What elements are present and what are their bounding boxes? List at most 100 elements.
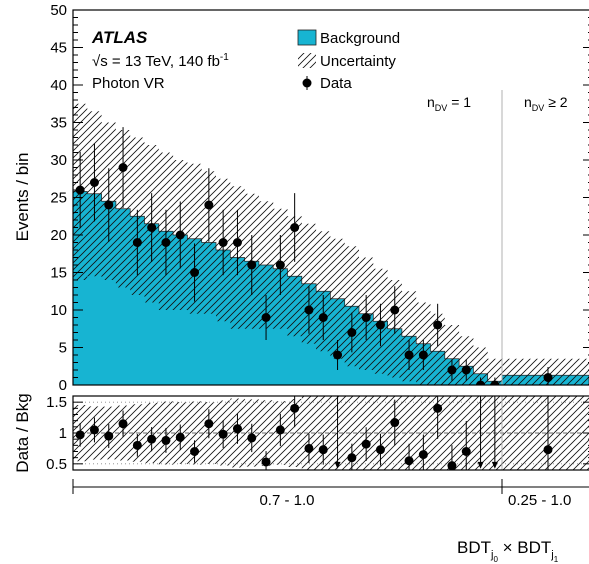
ratio-point [204,409,214,439]
ratio-point [461,420,471,470]
ratio-point [477,396,484,469]
ratio-point [318,434,328,465]
ratio-point [175,424,185,451]
ratio-point [132,434,142,457]
data-point [161,209,171,276]
region-range-ndv1: 0.7 - 1.0 [259,492,314,509]
ratio-point [275,413,285,447]
data-point [175,201,185,269]
ratio-point [118,410,128,437]
data-point [132,209,142,276]
y-tick-label: 20 [50,227,67,244]
y-tick-label: 45 [50,40,67,57]
ratio-point [247,423,257,453]
ratio-point [290,396,300,428]
data-point [75,151,85,229]
data-point [247,235,257,295]
data-point [104,168,114,242]
y-tick-label: 40 [50,77,67,94]
region-range-axis: 0.7 - 1.0 0.25 - 1.0 [72,479,589,509]
data-point [390,286,400,334]
data-point [218,209,228,276]
y-tick-label: 5 [59,340,67,357]
legend-data-label: Data [320,75,352,92]
ratio-point [491,396,498,469]
data-point [318,295,328,340]
y-tick-label: 25 [50,190,67,207]
ratio-point [334,396,341,469]
ratio-point [347,443,357,470]
uncertainty-band-ndv2 [502,358,589,385]
data-point [190,243,200,302]
main-y-label: Events / bin [13,153,32,242]
ratio-panel: 0.5 1 1.5 Data / Bkg [13,393,589,473]
energy-lumi-label: √s = 13 TeV, 140 fb-1 [92,52,229,70]
legend-background-swatch [297,29,317,46]
data-point [204,168,214,242]
ratio-point [232,413,242,444]
ratio-point-ndv2 [543,396,553,470]
ratio-y-axis: 0.5 1 1.5 [46,394,589,473]
data-point [304,286,314,334]
ratio-point [104,424,114,449]
data-points [75,127,553,385]
region-range-ndv2: 0.25 - 1.0 [508,492,571,509]
legend-background-label: Background [320,30,400,47]
legend-uncertainty-swatch [298,53,316,68]
ratio-point [147,427,157,452]
ratio-point [404,443,414,470]
data-point [261,295,271,340]
ratio-y-label: Data / Bkg [13,393,32,472]
data-point [433,303,443,347]
data-point [375,303,385,347]
data-point [147,193,157,262]
y-tick-label: 30 [50,152,67,169]
data-point [461,359,471,381]
data-point [404,340,414,370]
y-tick-label: 0 [59,377,67,394]
data-point [418,340,428,370]
ratio-point [447,445,457,470]
ndv2-region-label: nDV ≥ 2 [524,94,568,113]
ratio-points [75,396,553,470]
ndv1-region-label: nDV = 1 [427,94,471,113]
data-point [232,209,242,276]
ratio-point [304,433,314,464]
x-axis-label: BDTj0 × BDTj1 [457,538,559,564]
data-point-ndv2 [543,367,553,385]
ratio-y-tick-label: 1 [59,425,67,442]
data-point [290,193,300,262]
data-point [333,340,343,370]
data-point [490,377,500,385]
legend: Background Uncertainty Data [297,29,400,92]
ratio-point [89,417,99,443]
data-point [89,143,99,222]
y-tick-label: 35 [50,115,67,132]
legend-data-marker [302,78,312,88]
data-point [275,235,285,295]
y-tick-label: 15 [50,265,67,282]
legend-uncertainty-label: Uncertainty [320,53,396,70]
ratio-point [418,434,428,470]
ratio-y-tick-label: 0.5 [46,456,67,473]
ratio-point [190,440,200,463]
ratio-point [390,399,400,446]
data-point [476,377,486,385]
y-tick-label: 50 [50,2,67,19]
region-label: Photon VR [92,75,165,92]
data-point [447,359,457,381]
ratio-point [433,396,443,439]
ratio-point [161,427,171,453]
y-tick-label: 10 [50,302,67,319]
data-point [361,295,371,340]
ratio-point [261,451,271,470]
ratio-point [361,427,371,461]
ratio-y-tick-label: 1.5 [46,394,67,411]
atlas-label: ATLAS [91,28,148,47]
ratio-point [218,420,228,449]
data-point [118,127,128,208]
data-point [347,312,357,353]
ratio-point [375,433,385,466]
